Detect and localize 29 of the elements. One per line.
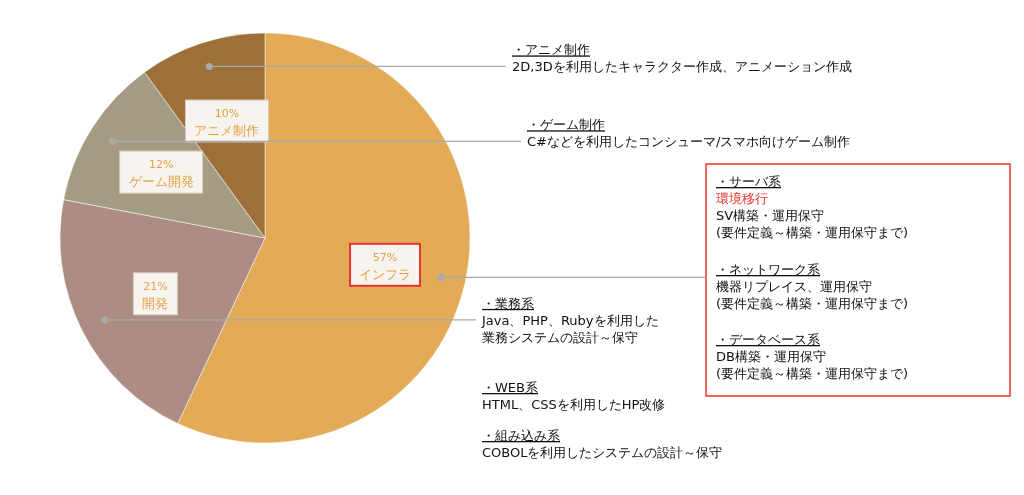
text: COBOLを利用したシステムの設計～保守 — [482, 445, 723, 460]
text: 環境移行 — [716, 191, 768, 206]
text: ・業務系 — [482, 295, 534, 311]
text: Java、PHP、Rubyを利用した — [481, 312, 659, 328]
text: (要件定義～構築・運用保守まで) — [716, 296, 909, 311]
data-label: 12% — [148, 158, 174, 172]
text: ・組み込み系 — [482, 428, 560, 443]
text: (要件定義～構築・運用保守まで) — [716, 366, 909, 381]
slice-label: ゲーム開発 — [128, 174, 194, 190]
text: ・アニメ制作 — [512, 42, 590, 58]
text: ・データベース系 — [716, 332, 820, 347]
text: ・サーバ系 — [716, 174, 781, 189]
slice-label: アニメ制作 — [194, 123, 260, 139]
text: 2D,3Dを利用したキャラクター作成、アニメーション作成 — [512, 59, 852, 75]
text: ・WEB系 — [482, 380, 538, 395]
text: ・ネットワーク系 — [716, 262, 820, 277]
slice-label: 開発 — [142, 295, 169, 311]
text: C#などを利用したコンシューマ/スマホ向けゲーム制作 — [527, 134, 851, 150]
text: DB構築・運用保守 — [716, 349, 826, 364]
data-label: 21% — [143, 279, 168, 293]
text: 機器リプレイス、運用保守 — [716, 279, 872, 294]
text: 業務システムの設計～保守 — [482, 329, 638, 345]
data-label: 10% — [214, 107, 240, 121]
text: SV構築・運用保守 — [716, 208, 825, 223]
text: (要件定義～構築・運用保守まで) — [716, 225, 909, 240]
slice-label: インフラ — [359, 266, 412, 282]
text: ・ゲーム制作 — [527, 117, 605, 133]
text: HTML、CSSを利用したHP改修 — [482, 397, 666, 412]
data-label: 57% — [372, 250, 398, 264]
